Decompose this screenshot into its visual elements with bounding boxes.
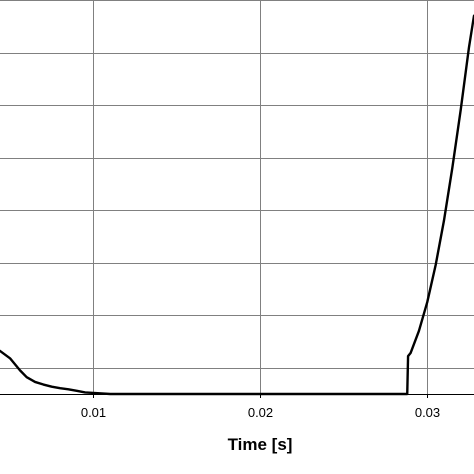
x-axis: 0.01 0.02 0.03 (0, 394, 474, 420)
x-tick-label-2: 0.03 (415, 405, 440, 420)
x-tick-label-0: 0.01 (81, 405, 106, 420)
series (0, 14, 474, 396)
series-line-0 (0, 14, 474, 396)
x-tick-label-1: 0.02 (248, 405, 273, 420)
grid (0, 0, 474, 394)
x-axis-title: Time [s] (228, 435, 293, 454)
